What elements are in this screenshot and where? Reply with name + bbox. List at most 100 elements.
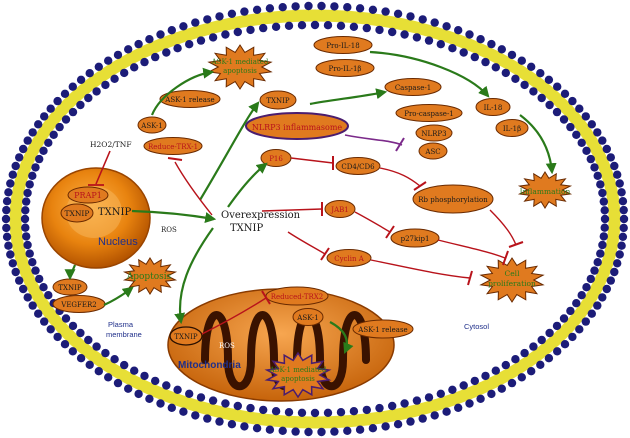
reduce-trx1-label: Reduce-TRX-1 [148, 143, 198, 151]
nucleus-title: Nucleus [98, 236, 138, 248]
ask1-apoptosis-star: ASK-1 mediated apoptosis [207, 44, 273, 90]
mitochondria-title: Mitochondria [178, 360, 241, 371]
nlrp3-node: NLRP3 [415, 124, 453, 142]
pro-il18-node: Pro-IL-18 [313, 36, 373, 54]
p16-label: P16 [269, 155, 283, 163]
caspase1-label: Caspase-1 [395, 84, 431, 92]
inhibit-bar-trx1 [167, 157, 183, 161]
arrow-nucleus-to-membrane-txnip [64, 264, 77, 281]
caspase1-node: Caspase-1 [384, 78, 442, 96]
inhibit-p27-to-prolif [437, 239, 506, 259]
activation-arrows [64, 50, 557, 355]
inhibit-rb-to-prolif [489, 209, 517, 246]
reduced-trx2-label: Reduced-TRX2 [271, 293, 323, 301]
arrow-ask1-to-mito-apoptosis [329, 321, 354, 355]
mito-ask1-label: ASK-1 [296, 314, 318, 322]
overexpression-label: Overexpression [221, 210, 301, 221]
p16-node: P16 [260, 149, 292, 167]
jab1-node: JAB1 [324, 200, 356, 218]
reduce-trx1-node: Reduce-TRX-1 [143, 137, 203, 155]
plasma-membrane-line1: Plasma [108, 320, 134, 329]
mito-txnip-node: TXNIP [169, 326, 203, 346]
arrow-center-to-p16 [227, 162, 268, 208]
inflammation-star: Inflammation [517, 171, 573, 209]
cd4cd6-node: CD4/CD6 [335, 157, 381, 175]
mito-apoptosis-line2: apoptosis [281, 375, 315, 383]
plasma-membrane-line2: membrane [106, 330, 142, 339]
jab1-label: JAB1 [330, 206, 348, 214]
txnip-main-label: TXNIP [98, 207, 131, 218]
txnip-inflammasome-label: TXNIP [266, 97, 290, 105]
inhibition-lines [167, 156, 524, 335]
ask1-release-node: ASK-1 release [159, 90, 221, 108]
arrow-ask1-to-apoptosis [150, 67, 215, 116]
il1b-node: IL-1β [495, 119, 529, 137]
inhibit-bar-prolif-3 [508, 241, 524, 248]
nlrp3-inflammasome-node: NLRP3 inflammasome [245, 112, 349, 140]
stimulus-inhibit-line [95, 150, 111, 185]
prap1-label: PRAP1 [74, 191, 102, 200]
il1b-label: IL-1β [503, 125, 521, 133]
inhibit-bar-p27 [385, 225, 395, 239]
mito-txnip-label: TXNIP [174, 333, 198, 341]
nucleus-txnip-node: TXNIP [60, 203, 94, 223]
inhibit-bar-rb [413, 181, 427, 191]
purple-inhibition [344, 134, 405, 152]
cell-proliferation-star: Cell proliferation [479, 257, 545, 303]
mito-apoptosis-line1: ASK-1 mediated [269, 366, 327, 374]
arrow-inflammasome-to-caspase [309, 88, 388, 106]
mito-ask1-release-node: ASK-1 release [352, 319, 414, 339]
txnip-inflammasome-node: TXNIP [259, 90, 297, 110]
vegfr2-node: VEGFER2 [52, 295, 106, 313]
mito-ask1-node: ASK-1 [292, 308, 324, 326]
pro-il1b-node: Pro-IL-1β [315, 59, 375, 77]
inhibit-txnip-to-trx2 [201, 297, 267, 335]
arrow-proil-to-il18 [369, 50, 490, 98]
mito-ask1-release-label: ASK-1 release [357, 326, 407, 334]
mitochondria: Mitochondria [167, 288, 395, 402]
asc-label: ASC [424, 148, 440, 156]
inhibit-center-to-cyclin [287, 231, 326, 255]
overexpression-txnip-label: TXNIP [230, 223, 263, 234]
apoptosis-star: Apoptosis [122, 257, 178, 295]
inhibit-bar-cyclin [320, 247, 330, 261]
asc-node: ASC [418, 142, 448, 160]
inhibit-center-to-trx1 [174, 161, 213, 216]
inhibit-cyclin-to-prolif [370, 259, 471, 279]
membrane-txnip-node: TXNIP [52, 278, 88, 296]
il18-label: IL-18 [484, 104, 503, 112]
inhibit-bar-prolif-2 [467, 270, 473, 286]
cd4cd6-label: CD4/CD6 [341, 163, 375, 171]
ask1-release-label: ASK-1 release [164, 96, 214, 104]
nucleus-txnip-label: TXNIP [65, 209, 90, 218]
inhibit-jab1-to-p27 [354, 211, 391, 233]
pro-caspase1-label: Pro-caspase-1 [404, 110, 454, 118]
nlrp3-label: NLRP3 [421, 130, 446, 138]
arrow-il-to-inflammation [519, 114, 557, 175]
arrow-vegfr2-to-apoptosis [103, 286, 134, 307]
rb-phosphorylation-node: Rb phosphorylation [412, 184, 494, 214]
il18-node: IL-18 [475, 98, 511, 116]
ask1-node: ASK-1 [137, 116, 167, 134]
pro-il18-label: Pro-IL-18 [326, 42, 359, 50]
cell-proliferation-line2: proliferation [488, 279, 536, 288]
inhibit-bar-trx2 [261, 290, 271, 305]
inhibit-cd4-to-rb [379, 167, 421, 187]
arrow-center-to-txnip [199, 101, 260, 201]
p27kip1-label: p27kip1 [401, 235, 430, 243]
inhibit-inflammasome-to-asc [344, 134, 403, 146]
cyclin-a-label: Cyclin A [334, 255, 364, 263]
membrane-txnip-label: TXNIP [58, 284, 82, 292]
prap1-node: PRAP1 [67, 186, 109, 204]
cyclin-a-node: Cyclin A [326, 249, 372, 267]
pro-caspase1-node: Pro-caspase-1 [395, 104, 463, 122]
p27kip1-node: p27kip1 [390, 228, 440, 248]
inhibit-bar-prolif-1 [502, 250, 509, 266]
arrow-center-to-mito-txnip [174, 227, 214, 325]
ask1-label: ASK-1 [140, 122, 162, 130]
pro-il1b-label: Pro-IL-1β [329, 65, 362, 73]
ros-label: ROS [161, 226, 177, 234]
ask1-apoptosis-line1: ASK-1 mediated [211, 58, 269, 66]
rb-phosphorylation-label: Rb phosphorylation [418, 196, 488, 204]
